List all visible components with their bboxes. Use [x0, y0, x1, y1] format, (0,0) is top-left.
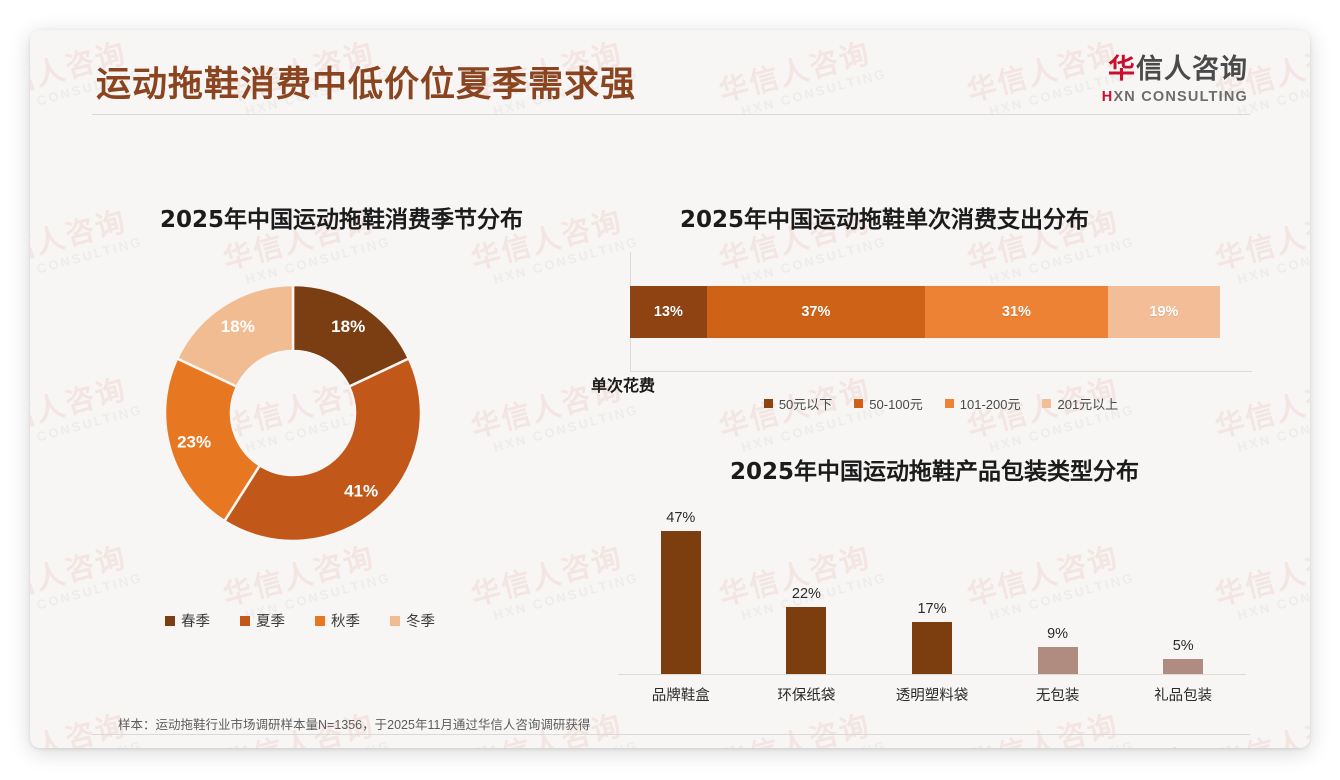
company-logo: 华信人咨询 HXN CONSULTING — [1102, 56, 1248, 105]
copyright-text: ©2026.1 HXR华信人咨询 — [102, 746, 242, 748]
legend-item[interactable]: 冬季 — [390, 610, 435, 631]
column-category-label: 礼品包装 — [1154, 688, 1213, 704]
column-category-label: 透明塑料袋 — [895, 688, 969, 704]
legend-item[interactable]: 春季 — [165, 610, 210, 631]
season-donut-title: 2025年中国运动拖鞋消费季节分布 — [160, 207, 524, 233]
legend-swatch-icon — [763, 399, 773, 408]
packaging-column-chart: 2025年中国运动拖鞋产品包装类型分布 47% 22% 17% 9% 5% 品牌鞋盒 环保… — [600, 440, 1260, 704]
donut-slice[interactable] — [175, 283, 295, 389]
stacked-bar-segment[interactable]: 31% — [924, 286, 1108, 338]
spend-stacked-bar: 13% 37% 31% 19% — [630, 286, 1220, 338]
legend-item[interactable]: 秋季 — [315, 610, 360, 631]
legend-swatch-icon — [165, 615, 175, 626]
legend-label: 50元以下 — [778, 397, 833, 412]
legend-swatch-icon — [854, 399, 864, 408]
season-donut-graphic: 18% 41% 23% 18% — [158, 278, 428, 548]
column-category-label: 环保纸袋 — [777, 688, 836, 704]
packaging-axis-line — [618, 674, 1246, 675]
column-bar[interactable] — [911, 622, 952, 674]
season-donut-legend: 春季 夏季 秋季 冬季 — [90, 610, 510, 631]
donut-slice[interactable] — [222, 356, 423, 543]
legend-swatch-icon — [315, 615, 325, 626]
stacked-bar-segment[interactable]: 13% — [630, 286, 707, 338]
legend-item[interactable]: 夏季 — [240, 610, 285, 631]
column-bar[interactable] — [1163, 659, 1204, 674]
column-group: 22% — [744, 502, 870, 674]
logo-chinese: 华信人咨询 — [1102, 56, 1248, 83]
header-divider — [92, 114, 1250, 115]
stacked-bar-segment[interactable]: 19% — [1107, 286, 1220, 338]
page-title: 运动拖鞋消费中低价位夏季需求强 — [96, 65, 637, 105]
donut-slice-label: 18% — [221, 317, 255, 336]
column-value-label: 17% — [917, 601, 947, 617]
column-value-label: 9% — [1047, 626, 1069, 642]
logo-en-lead: H — [1101, 89, 1114, 105]
legend-label: 201元以上 — [1057, 397, 1119, 412]
column-group: 47% — [618, 502, 744, 674]
spend-stacked-chart: 2025年中国运动拖鞋单次消费支出分布 单次花费 13% 37% 31% 19% 50… — [591, 180, 1260, 430]
legend-item[interactable]: 50-100元 — [854, 394, 923, 413]
legend-label: 春季 — [181, 614, 210, 630]
column-value-label: 47% — [666, 510, 696, 526]
packaging-category-labels: 品牌鞋盒 环保纸袋 透明塑料袋 无包装 礼品包装 — [618, 684, 1246, 705]
logo-english: HXN CONSULTING — [1102, 90, 1248, 105]
column-value-label: 5% — [1172, 638, 1194, 654]
legend-label: 101-200元 — [959, 397, 1021, 412]
donut-slice-label: 18% — [331, 317, 365, 336]
spend-stacked-title: 2025年中国运动拖鞋单次消费支出分布 — [680, 207, 1090, 233]
logo-accent-char: 华 — [1108, 54, 1136, 85]
column-value-label: 22% — [791, 586, 821, 602]
stacked-bar-segment[interactable]: 37% — [706, 286, 925, 338]
legend-swatch-icon — [944, 399, 954, 408]
legend-swatch-icon — [240, 615, 250, 626]
legend-label: 冬季 — [406, 614, 435, 630]
donut-slice[interactable] — [291, 283, 411, 389]
season-donut-chart: 2025年中国运动拖鞋消费季节分布 18% 41% 23% 18% 春季 夏季 秋季 冬季 — [90, 180, 590, 670]
legend-label: 50-100元 — [869, 397, 923, 412]
packaging-column-title: 2025年中国运动拖鞋产品包装类型分布 — [730, 459, 1140, 485]
legend-swatch-icon — [390, 615, 400, 626]
legend-item[interactable]: 101-200元 — [944, 394, 1021, 413]
donut-slice-label: 41% — [344, 481, 378, 500]
column-bar[interactable] — [786, 607, 827, 674]
logo-rest-chars: 信人咨询 — [1136, 54, 1248, 85]
slide-header: 运动拖鞋消费中低价位夏季需求强 华信人咨询 HXN CONSULTING — [30, 30, 1310, 126]
legend-item[interactable]: 201元以上 — [1042, 394, 1118, 413]
column-category-label: 无包装 — [1035, 688, 1080, 704]
donut-svg: 18% 41% 23% 18% — [163, 283, 423, 543]
column-group: 9% — [995, 502, 1121, 674]
logo-en-rest: XN CONSULTING — [1113, 89, 1248, 105]
legend-swatch-icon — [1042, 399, 1052, 408]
column-bar[interactable] — [1037, 647, 1078, 674]
donut-slice[interactable] — [163, 356, 262, 523]
slide-card: 华信人咨询 HXN CONSULTING 华信人咨询 HXN CONSULTING 华信… — [30, 30, 1310, 748]
legend-item[interactable]: 50元以下 — [763, 394, 833, 413]
sample-footnote: 样本：运动拖鞋行业市场调研样本量N=1356，于2025年11月通过华信人咨询调… — [118, 718, 591, 732]
column-group: 17% — [869, 502, 995, 674]
spend-stacked-legend: 50元以下 50-100元 101-200元 201元以上 — [630, 394, 1252, 413]
donut-slice-label: 23% — [177, 433, 211, 452]
legend-label: 夏季 — [256, 614, 285, 630]
footer-divider — [92, 734, 1250, 735]
column-category-label: 品牌鞋盒 — [651, 688, 710, 704]
column-group: 5% — [1120, 502, 1246, 674]
legend-label: 秋季 — [331, 614, 360, 630]
column-bar[interactable] — [660, 531, 701, 674]
spend-category-label: 单次花费 — [590, 378, 655, 395]
packaging-columns: 47% 22% 17% 9% 5% — [618, 502, 1246, 674]
website-url: www.hxrcon.com — [1144, 746, 1238, 748]
